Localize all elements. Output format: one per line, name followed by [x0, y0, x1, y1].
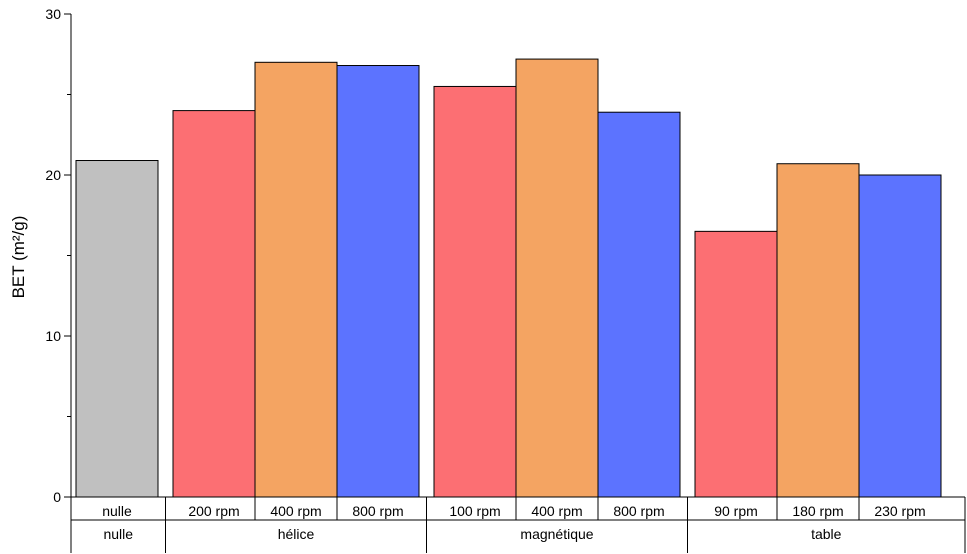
x-group-label: magnétique [520, 526, 593, 542]
x-tick-label: 180 rpm [792, 503, 843, 519]
y-tick-label: 10 [45, 328, 61, 344]
x-group-label: nulle [103, 526, 133, 542]
x-tick-label: 100 rpm [449, 503, 500, 519]
bar-hélice-400-rpm [254, 61, 338, 498]
x-tick-label: nulle [102, 503, 132, 519]
axes-layer: nulle 200 rpm 400 rpm 800 rpm 100 rpm 400 rpm… [45, 6, 966, 553]
x-tick-label: 90 rpm [714, 503, 758, 519]
bar-hélice-200-rpm [172, 110, 256, 498]
x-group-label: table [811, 526, 842, 542]
x-tick-label: 400 rpm [270, 503, 321, 519]
bars-layer [75, 58, 942, 498]
bar-magnétique-400-rpm [515, 58, 599, 498]
bar-magnétique-100-rpm [433, 85, 517, 498]
x-tick-label: 230 rpm [874, 503, 925, 519]
y-axis-label: BET (m²/g) [9, 216, 28, 299]
y-tick-label: 30 [45, 6, 61, 22]
bar-table-230-rpm [858, 174, 942, 498]
x-group-label: hélice [278, 526, 315, 542]
y-tick-label: 20 [45, 167, 61, 183]
bar-table-180-rpm [776, 163, 860, 498]
x-tick-label: 800 rpm [352, 503, 403, 519]
bar-hélice-800-rpm [336, 65, 420, 498]
y-tick-label: 0 [53, 489, 61, 505]
bar-nulle-nulle [75, 160, 159, 498]
bar-magnétique-800-rpm [597, 111, 681, 498]
x-tick-label: 400 rpm [531, 503, 582, 519]
bar-table-90-rpm [694, 230, 778, 498]
x-tick-label: 200 rpm [188, 503, 239, 519]
x-tick-label: 800 rpm [613, 503, 664, 519]
